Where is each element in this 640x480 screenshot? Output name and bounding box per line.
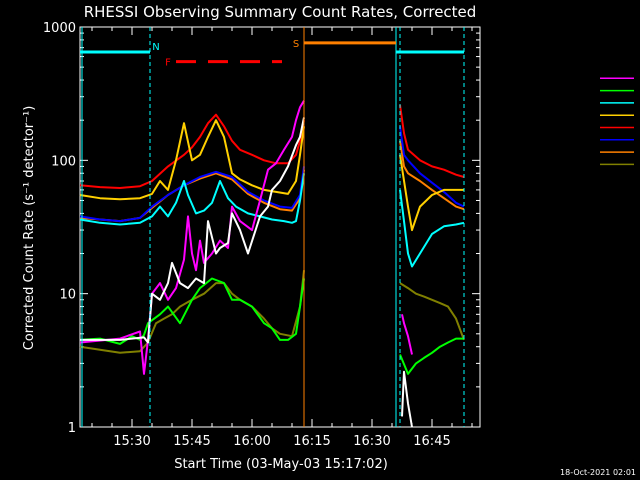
y-tick-label: 1 [68,421,76,436]
legend-label: 50 - 100 keV [526,109,596,122]
interval-label: F [165,58,171,69]
series-line [80,117,305,344]
x-tick-label: 16:30 [353,434,390,449]
plot-frame [79,26,481,428]
legend-header: Det 1,3,4,5,6,9, [546,30,632,43]
y-tick-label: 10 [59,288,76,303]
interval-label: S [293,39,299,50]
interval-label: N [152,42,159,53]
legend-label: 6 - 12 keV [540,72,596,85]
x-tick-label: 15:30 [113,434,150,449]
series-line [399,140,465,211]
legend-label: 25 - 50 keV [533,97,596,110]
legend-header: Att 0 [606,42,632,55]
interval-overlays: NF S [80,27,465,427]
y-tick-label: 1000 [43,21,76,36]
series-line [399,126,465,208]
series-line [399,189,465,268]
y-tick-label: 100 [51,154,76,169]
series-line [79,113,305,189]
series-line [401,370,413,428]
x-tick-label: 16:15 [293,434,330,449]
series-lines [79,100,465,428]
series-line [399,282,465,341]
series-line [79,119,305,201]
legend-label: 12 - 25 keV [533,85,596,98]
series-line [399,337,464,375]
legend-label: 800 - 7000 keV [512,146,596,159]
legend-label: 300 - 800 keV [519,134,596,147]
x-tick-label: 15:45 [173,434,210,449]
series-line [401,314,413,355]
series-line [79,277,305,345]
y-axis-label: Corrected Count Rate (s⁻¹ detector⁻¹) [22,106,37,351]
series-line [79,270,305,354]
timestamp: 18-Oct-2021 02:01 [560,468,636,477]
x-axis-label: Start Time (03-May-03 15:17:02) [174,457,388,472]
axes: 1 10 100 1000 15:30 15:45 16:00 16:15 16:30 16:45 [43,21,481,449]
series-line [79,166,305,223]
x-tick-label: 16:00 [233,434,270,449]
legend-label: 7000 - 15000 keV [498,158,596,171]
legend-label: 3 - 6 keV [547,60,596,73]
chart-title: RHESSI Observing Summary Count Rates, Co… [84,3,477,21]
series-line [399,154,464,232]
x-tick-label: 16:45 [413,434,450,449]
series-line [399,104,465,178]
legend-label: 100 - 300 keV [519,122,596,135]
